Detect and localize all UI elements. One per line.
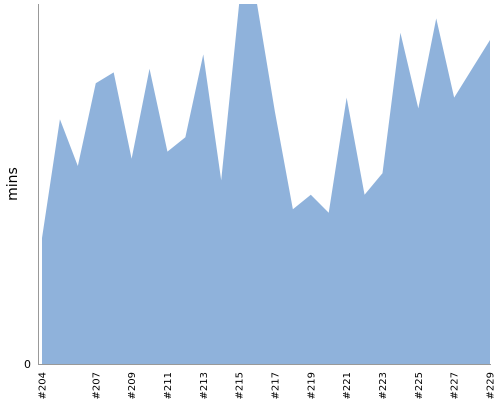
x-tick-label: #227 — [450, 372, 461, 399]
area-layer — [42, 4, 490, 364]
x-tick-label: #204 — [38, 372, 49, 399]
x-tick-label: #207 — [91, 372, 102, 399]
x-tick-label: #213 — [199, 372, 210, 399]
area-series — [42, 4, 490, 364]
y-tick-label: 0 — [24, 358, 31, 371]
x-tick-label: #225 — [414, 372, 425, 399]
x-ticks: #204 #207 #209 #211 #213 #215 #217 #219 #221 #223… — [38, 372, 497, 399]
x-tick-label: #211 — [163, 372, 174, 399]
x-tick-label: #217 — [270, 372, 281, 399]
y-axis-title: mins — [5, 167, 21, 201]
x-tick-label: #229 — [486, 372, 497, 399]
x-tick-label: #209 — [127, 372, 138, 399]
x-tick-label: #223 — [378, 372, 389, 399]
x-tick-label: #221 — [342, 372, 353, 399]
x-tick-label: #219 — [306, 372, 317, 399]
x-tick-label: #215 — [235, 372, 246, 399]
